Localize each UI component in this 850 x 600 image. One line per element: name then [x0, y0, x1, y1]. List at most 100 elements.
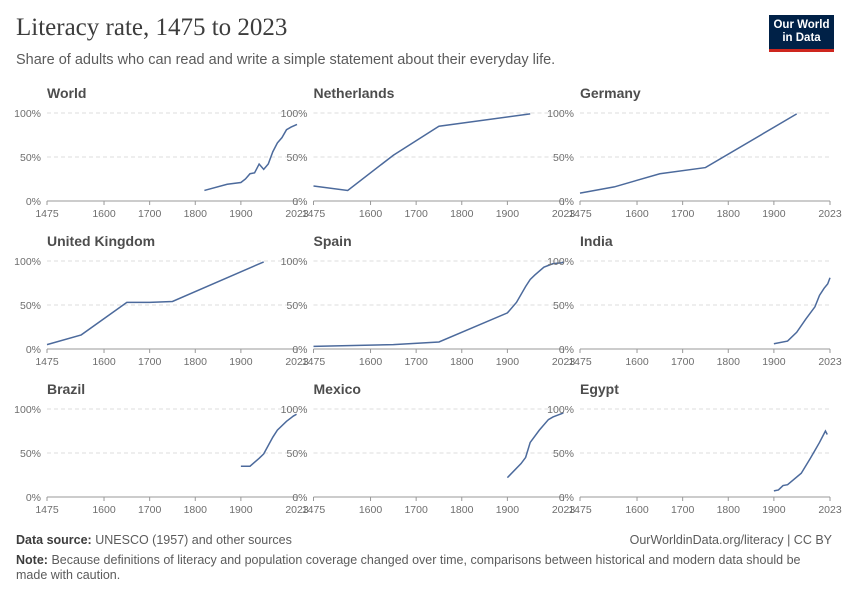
x-tick-label: 1475	[35, 356, 59, 368]
y-tick-label: 100%	[281, 256, 308, 268]
y-tick-label: 0%	[26, 492, 41, 504]
x-tick-label: 1600	[92, 356, 116, 368]
x-tick-label: 1700	[404, 504, 428, 516]
x-tick-label: 2023	[818, 356, 842, 368]
y-tick-label: 0%	[292, 196, 307, 208]
x-tick-label: 1475	[568, 504, 592, 516]
data-line	[313, 261, 564, 348]
credit[interactable]: OurWorldinData.org/literacy | CC BY	[629, 533, 832, 547]
x-tick-label: 1800	[717, 356, 741, 368]
x-tick-label: 2023	[285, 208, 309, 220]
panel-title: Netherlands	[314, 85, 395, 101]
x-tick-label: 1600	[625, 504, 649, 516]
x-tick-label: 1600	[359, 356, 383, 368]
x-tick-label: 1600	[625, 208, 649, 220]
x-tick-label: 2023	[818, 504, 842, 516]
x-tick-label: 1800	[450, 504, 474, 516]
x-tick-label: 1475	[35, 504, 59, 516]
y-tick-label: 50%	[553, 448, 574, 460]
x-tick-label: 1475	[302, 504, 326, 516]
x-tick-label: 1600	[92, 208, 116, 220]
x-tick-label: 1900	[496, 208, 520, 220]
y-tick-label: 0%	[26, 196, 41, 208]
y-tick-label: 100%	[547, 108, 574, 120]
x-tick-label: 1800	[184, 504, 208, 516]
x-tick-label: 1800	[184, 356, 208, 368]
y-tick-label: 0%	[292, 344, 307, 356]
y-tick-label: 100%	[14, 404, 41, 416]
panel-title: United Kingdom	[47, 233, 155, 249]
subtitle: Share of adults who can read and write a…	[16, 52, 556, 68]
data-line	[773, 429, 828, 492]
x-tick-label: 1900	[762, 504, 786, 516]
note-text: Because definitions of literacy and popu…	[16, 553, 801, 582]
y-tick-label: 50%	[20, 300, 41, 312]
x-tick-label: 1800	[717, 504, 741, 516]
panel-title: Spain	[314, 233, 352, 249]
x-tick-label: 1475	[568, 356, 592, 368]
x-tick-label: 1800	[717, 208, 741, 220]
y-tick-label: 50%	[286, 152, 307, 164]
y-tick-label: 100%	[547, 256, 574, 268]
x-tick-label: 2023	[818, 208, 842, 220]
panel-title: Germany	[580, 85, 641, 101]
x-tick-label: 2023	[552, 208, 576, 220]
y-tick-label: 0%	[292, 492, 307, 504]
x-tick-label: 1475	[302, 208, 326, 220]
x-tick-label: 1475	[568, 208, 592, 220]
charts: World 0% 50% 100% 1475 1600 1700 1800 1900 2023 Ne…	[14, 85, 842, 516]
data-line	[240, 413, 297, 467]
y-tick-label: 0%	[559, 196, 574, 208]
y-tick-label: 0%	[26, 344, 41, 356]
x-tick-label: 1800	[450, 208, 474, 220]
panel-title: India	[580, 233, 613, 249]
x-tick-label: 1900	[496, 504, 520, 516]
x-tick-label: 1800	[184, 208, 208, 220]
x-tick-label: 1600	[359, 208, 383, 220]
y-tick-label: 100%	[547, 404, 574, 416]
title: Literacy rate, 1475 to 2023	[16, 14, 288, 41]
logo-line: Our World	[773, 19, 830, 31]
data-line	[204, 123, 298, 192]
y-tick-label: 50%	[553, 152, 574, 164]
x-tick-label: 1900	[762, 356, 786, 368]
source-label: Data source:	[16, 533, 92, 547]
x-tick-label: 1900	[762, 208, 786, 220]
x-tick-label: 1700	[404, 356, 428, 368]
x-tick-label: 2023	[285, 504, 309, 516]
x-tick-label: 1700	[138, 208, 162, 220]
x-tick-label: 1800	[450, 356, 474, 368]
panel-title: Mexico	[314, 381, 361, 397]
y-tick-label: 50%	[286, 448, 307, 460]
data-line	[773, 277, 831, 345]
y-tick-label: 100%	[14, 108, 41, 120]
x-tick-label: 1700	[138, 504, 162, 516]
x-tick-label: 1900	[496, 356, 520, 368]
y-tick-label: 50%	[553, 300, 574, 312]
y-tick-label: 50%	[20, 448, 41, 460]
panel-title: World	[47, 85, 86, 101]
data-line	[46, 261, 264, 346]
x-tick-label: 1600	[625, 356, 649, 368]
source: Data source: UNESCO (1957) and other sou…	[16, 533, 292, 547]
panel-title: Egypt	[580, 381, 619, 397]
data-line	[313, 113, 531, 192]
note: Note: Because definitions of literacy an…	[16, 553, 831, 583]
x-tick-label: 1700	[671, 208, 695, 220]
x-tick-label: 2023	[552, 356, 576, 368]
x-tick-label: 1900	[229, 504, 253, 516]
y-tick-label: 100%	[281, 108, 308, 120]
data-line	[579, 113, 798, 194]
x-tick-label: 1700	[671, 356, 695, 368]
y-tick-label: 50%	[20, 152, 41, 164]
source-text: UNESCO (1957) and other sources	[95, 533, 292, 547]
x-tick-label: 1700	[138, 356, 162, 368]
x-tick-label: 1700	[404, 208, 428, 220]
logo[interactable]: Our World in Data	[769, 15, 834, 52]
panel-title: Brazil	[47, 381, 85, 397]
x-tick-label: 1600	[359, 504, 383, 516]
y-tick-label: 0%	[559, 344, 574, 356]
x-tick-label: 1600	[92, 504, 116, 516]
y-tick-label: 50%	[286, 300, 307, 312]
